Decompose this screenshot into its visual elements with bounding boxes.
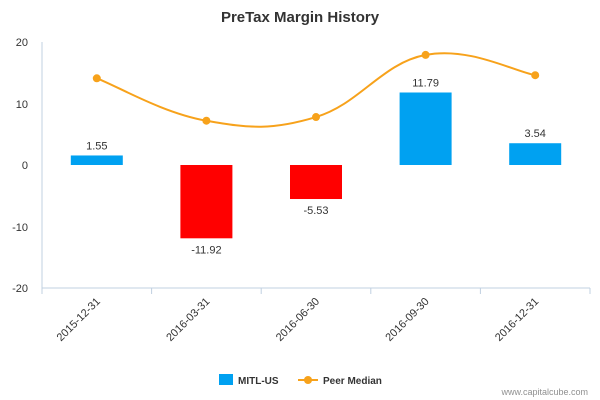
bar <box>399 92 452 165</box>
y-tick-label: -10 <box>12 222 28 234</box>
peer-median-point <box>202 116 211 125</box>
peer-median-point <box>421 50 430 59</box>
y-tick-label: -20 <box>12 283 28 295</box>
data-label: 3.54 <box>524 128 545 140</box>
data-label: -11.92 <box>191 244 221 256</box>
x-tick-label: 2016-03-31 <box>164 296 212 344</box>
data-label: 1.55 <box>86 140 107 152</box>
bar <box>290 165 342 200</box>
bar-series <box>70 92 562 239</box>
data-label: 11.79 <box>412 77 439 89</box>
x-tick-label: 2016-06-30 <box>274 296 322 344</box>
peer-median-point <box>531 71 540 80</box>
y-tick-label: 20 <box>16 37 28 49</box>
y-axis: 20 10 0 -10 -20 <box>12 37 43 295</box>
legend: MITL-US Peer Median <box>219 374 382 387</box>
peer-median-series <box>92 50 540 128</box>
x-tick-label: 2015-12-31 <box>55 296 103 344</box>
data-labels: 1.55 -11.92 -5.53 11.79 3.54 <box>86 77 546 256</box>
bar <box>180 165 233 239</box>
peer-median-point <box>92 74 101 83</box>
legend-swatch-peer-marker <box>304 376 312 384</box>
legend-swatch-mitl <box>219 374 233 385</box>
x-tick-label: 2016-09-30 <box>383 296 431 344</box>
bar <box>509 143 562 165</box>
y-tick-label: 0 <box>22 160 28 172</box>
data-label: -5.53 <box>303 205 328 217</box>
x-tick-labels: 2015-12-31 2016-03-31 2016-06-30 2016-09-30… <box>41 288 591 344</box>
legend-label-peer: Peer Median <box>323 376 382 387</box>
credit-text: www.capitalcube.com <box>500 387 588 397</box>
y-tick-label: 10 <box>16 99 28 111</box>
peer-median-point <box>312 113 320 122</box>
legend-label-mitl: MITL-US <box>238 376 279 387</box>
chart-title: PreTax Margin History <box>221 9 380 26</box>
x-tick-label: 2016-12-31 <box>493 296 541 344</box>
bar <box>70 155 123 165</box>
